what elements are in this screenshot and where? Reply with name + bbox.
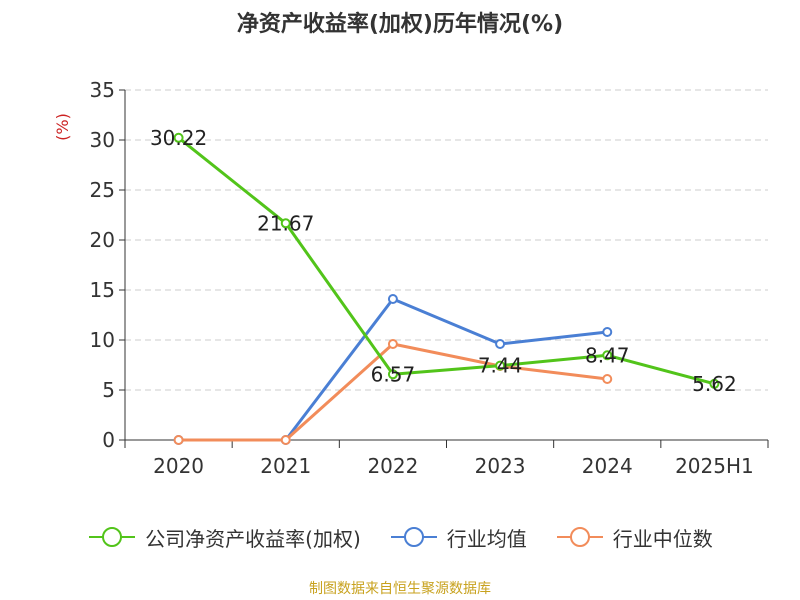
- legend-label: 行业中位数: [612, 526, 713, 551]
- legend-item[interactable]: 行业均值: [389, 523, 527, 552]
- y-tick-label: 10: [90, 328, 115, 352]
- y-tick-label: 25: [90, 178, 115, 202]
- data-point: [387, 339, 398, 349]
- legend-item[interactable]: 公司净资产收益率(加权): [87, 523, 361, 552]
- y-tick-label: 20: [90, 228, 115, 252]
- series-line: [177, 136, 715, 386]
- data-label: 5.62: [692, 372, 737, 396]
- data-point: [602, 374, 613, 384]
- data-label: 7.44: [478, 354, 523, 378]
- x-tick-label: 2024: [582, 454, 633, 478]
- y-tick-label: 0: [102, 428, 115, 452]
- chart-legend: 公司净资产收益率(加权) 行业均值 行业中位数: [0, 520, 800, 554]
- data-point: [387, 294, 398, 304]
- data-point: [602, 327, 613, 337]
- data-point: [173, 132, 184, 143]
- data-point: [495, 339, 506, 349]
- legend-label: 行业均值: [446, 526, 527, 551]
- x-tick-label: 2025H1: [675, 454, 754, 478]
- data-label: 30.22: [150, 126, 207, 150]
- y-tick-label: 30: [90, 128, 115, 152]
- data-label: 21.67: [257, 211, 314, 235]
- data-point: [602, 350, 613, 361]
- legend-swatch-icon: [556, 527, 603, 547]
- data-point: [280, 218, 291, 229]
- x-tick-label: 2020: [153, 454, 204, 478]
- x-tick-label: 2021: [260, 454, 311, 478]
- y-tick-label: 35: [90, 78, 115, 102]
- data-label: 6.57: [371, 362, 416, 386]
- data-point: [709, 378, 720, 389]
- chart-title: 净资产收益率(加权)历年情况(%): [236, 12, 564, 37]
- series-line: [178, 342, 608, 442]
- data-point: [387, 369, 398, 380]
- data-point: [173, 435, 184, 445]
- x-tick-label: 2022: [367, 454, 418, 478]
- y-tick-label: 5: [102, 378, 115, 402]
- data-label: 8.47: [585, 343, 630, 367]
- data-point: [495, 360, 506, 371]
- data-source-note: 制图数据来自恒生聚源数据库: [309, 581, 491, 597]
- legend-label: 公司净资产收益率(加权): [145, 526, 361, 551]
- y-axis-label: (%): [53, 113, 72, 141]
- y-tick-label: 15: [90, 278, 115, 302]
- legend-swatch-icon: [390, 527, 437, 547]
- legend-item[interactable]: 行业中位数: [555, 523, 713, 552]
- x-tick-label: 2023: [475, 454, 526, 478]
- legend-swatch-icon: [89, 527, 136, 547]
- data-point: [280, 435, 291, 445]
